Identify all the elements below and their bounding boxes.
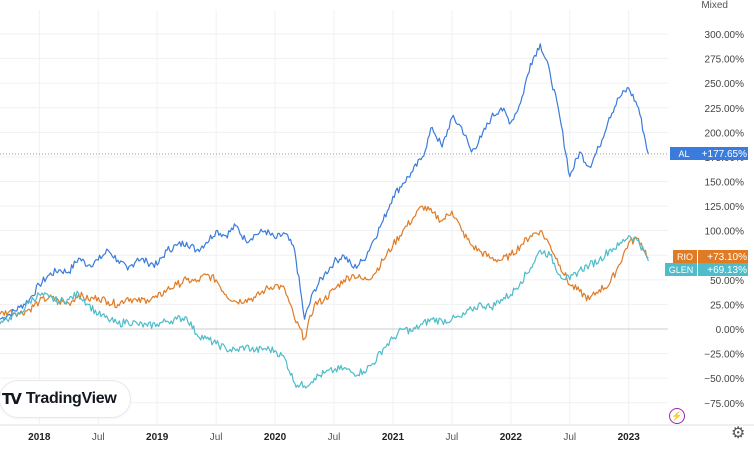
y-tick-label: 225.00%: [705, 104, 745, 115]
series-symbol-box-rio: [673, 250, 697, 263]
x-tick-label: 2020: [264, 432, 287, 443]
y-tick-label: 300.00%: [705, 30, 745, 41]
y-tick-label: 25.00%: [710, 300, 744, 311]
x-tick-label: Jul: [328, 432, 341, 443]
x-tick-label: 2022: [500, 432, 523, 443]
y-tick-label: 150.00%: [705, 178, 745, 189]
gear-icon[interactable]: ⚙: [731, 425, 746, 442]
y-tick-label: −50.00%: [704, 374, 744, 385]
x-tick-label: 2018: [28, 432, 51, 443]
series-value-label-aal: +177.65%: [702, 149, 747, 160]
series-symbol-glen: GLEN: [669, 265, 694, 275]
bolt-icon[interactable]: ⚡: [669, 408, 685, 424]
y-tick-label: −75.00%: [704, 399, 744, 410]
series-value-label-glen: +69.13%: [707, 265, 747, 276]
series-symbol-rio: RIO: [677, 252, 693, 262]
series-symbol-box-glen: [665, 263, 697, 276]
y-tick-label: 125.00%: [705, 202, 745, 213]
series-symbol-aal: AL: [678, 149, 689, 159]
x-tick-label: Jul: [210, 432, 223, 443]
y-tick-label: 250.00%: [705, 79, 745, 90]
series-value-label-rio: +73.10%: [707, 252, 747, 263]
series-line-rio[interactable]: [0, 205, 649, 341]
series-line-glen[interactable]: [0, 235, 649, 389]
series-value-box-rio: [698, 250, 748, 263]
series-line-aal[interactable]: [0, 43, 649, 321]
series-value-box-aal: [698, 147, 748, 160]
scale-mode-label[interactable]: Mixed: [701, 0, 728, 11]
tradingview-logo-icon: TV: [2, 390, 22, 408]
y-tick-label: 100.00%: [705, 227, 745, 238]
series-symbol-box-aal: [670, 147, 698, 160]
x-tick-label: Jul: [92, 432, 105, 443]
x-tick-label: 2019: [146, 432, 169, 443]
x-tick-label: 2023: [618, 432, 641, 443]
x-tick-label: 2021: [382, 432, 405, 443]
y-tick-label: 200.00%: [705, 128, 745, 139]
y-tick-label: 0.00%: [716, 325, 744, 336]
tradingview-wordmark: TradingView: [25, 390, 117, 407]
y-tick-label: 275.00%: [705, 55, 745, 66]
y-tick-label: 50.00%: [710, 276, 744, 287]
y-tick-label: −25.00%: [704, 350, 744, 361]
series-value-box-glen: [698, 263, 748, 276]
x-tick-label: Jul: [563, 432, 576, 443]
tradingview-logo[interactable]: TV TradingView: [0, 381, 130, 417]
x-tick-label: Jul: [445, 432, 458, 443]
